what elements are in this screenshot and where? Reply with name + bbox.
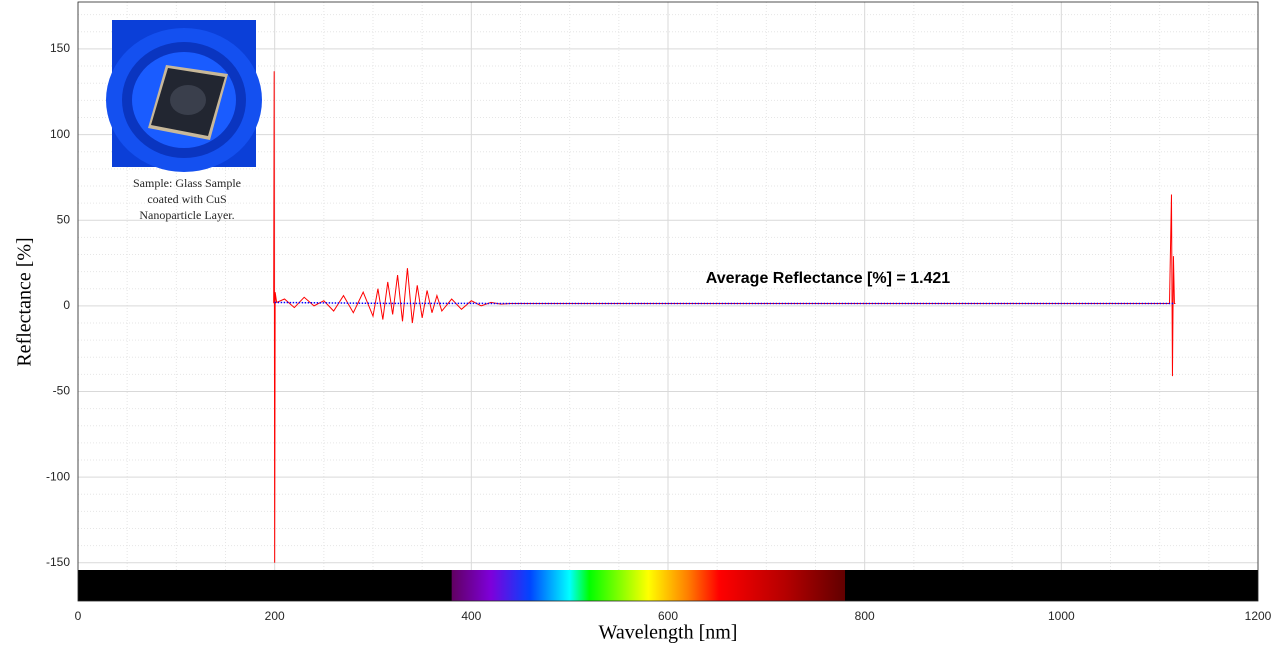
grid [77, 2, 1259, 601]
x-tick-label: 0 [75, 609, 82, 623]
ticks: 0 200 400 600 800 1000 1200 -150 -100 -50 0 50 100 15… [46, 41, 1272, 623]
x-tick-label: 200 [265, 609, 285, 623]
y-tick-label: 0 [63, 298, 70, 312]
y-tick-label: 150 [50, 41, 70, 55]
data-line [273, 71, 1176, 563]
x-axis-label: Wavelength [nm] [599, 622, 738, 644]
y-tick-label: -150 [46, 555, 70, 569]
axes-box [77, 1, 1259, 602]
y-tick-label: 100 [50, 127, 70, 141]
lines [273, 71, 1176, 563]
y-tick-label: -50 [53, 384, 71, 398]
inset-caption: Nanoparticle Layer. [139, 208, 234, 222]
inset-caption: Sample: Glass Sample [133, 176, 241, 190]
x-tick-label: 1200 [1245, 609, 1272, 623]
x-tick-label: 800 [855, 609, 875, 623]
y-tick-label: 50 [57, 212, 71, 226]
y-tick-label: -100 [46, 469, 70, 483]
annotation: Average Reflectance [%] = 1.421 [706, 270, 951, 287]
x-tick-label: 400 [461, 609, 481, 623]
visible-spectrum [451, 570, 845, 601]
inset-caption: coated with CuS [147, 192, 226, 206]
data-line [274, 301, 1175, 305]
x-tick-label: 1000 [1048, 609, 1075, 623]
inset-photo [106, 20, 262, 172]
x-tick-label: 600 [658, 609, 678, 623]
y-axis-label: Reflectance [%] [14, 237, 36, 366]
spectrum-band [78, 570, 1258, 601]
